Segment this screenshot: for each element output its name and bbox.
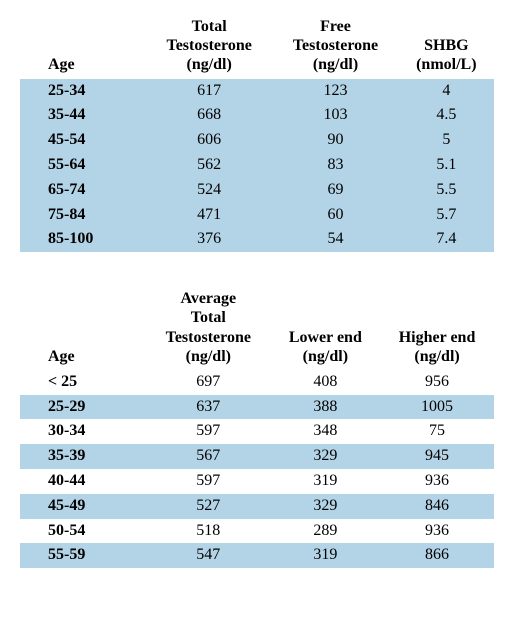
table-row: 50-54518289936 [20,519,494,544]
cell-age: 75-84 [20,203,146,228]
cell-higher: 866 [380,543,494,568]
cell-age: 50-54 [20,519,146,544]
cell-age: 35-44 [20,103,146,128]
cell-total: 606 [146,128,272,153]
table-row: 55-59547319866 [20,543,494,568]
testosterone-table-1: Age TotalTestosterone(ng/dl) FreeTestost… [20,15,494,252]
cell-shbg: 5.7 [399,203,494,228]
cell-lower: 289 [271,519,381,544]
cell-shbg: 7.4 [399,227,494,252]
table-row: 25-346171234 [20,79,494,104]
table-row: < 25697408956 [20,370,494,395]
cell-lower: 319 [271,543,381,568]
cell-avg: 697 [146,370,271,395]
cell-higher: 936 [380,469,494,494]
cell-shbg: 5 [399,128,494,153]
table-row: 45-49527329846 [20,494,494,519]
table-row: 40-44597319936 [20,469,494,494]
cell-shbg: 5.5 [399,178,494,203]
table-row: 25-296373881005 [20,395,494,420]
cell-total: 524 [146,178,272,203]
cell-avg: 518 [146,519,271,544]
cell-age: 45-54 [20,128,146,153]
cell-lower: 408 [271,370,381,395]
cell-total: 562 [146,153,272,178]
cell-age: 45-49 [20,494,146,519]
col-header-total: TotalTestosterone(ng/dl) [146,15,272,79]
cell-free: 123 [272,79,398,104]
cell-total: 376 [146,227,272,252]
cell-avg: 527 [146,494,271,519]
cell-lower: 388 [271,395,381,420]
col-header-lower: Lower end(ng/dl) [271,287,381,370]
cell-shbg: 4.5 [399,103,494,128]
cell-age: < 25 [20,370,146,395]
cell-age: 35-39 [20,444,146,469]
table-row: 35-39567329945 [20,444,494,469]
cell-shbg: 5.1 [399,153,494,178]
cell-higher: 936 [380,519,494,544]
col-header-avg: AverageTotalTestosterone(ng/dl) [146,287,271,370]
table-row: 45-54606905 [20,128,494,153]
cell-shbg: 4 [399,79,494,104]
table-row: 65-74524695.5 [20,178,494,203]
cell-lower: 319 [271,469,381,494]
col-header-free: FreeTestosterone(ng/dl) [272,15,398,79]
testosterone-table-2: Age AverageTotalTestosterone(ng/dl) Lowe… [20,287,494,568]
cell-age: 65-74 [20,178,146,203]
cell-free: 69 [272,178,398,203]
cell-age: 55-64 [20,153,146,178]
cell-avg: 597 [146,469,271,494]
cell-free: 83 [272,153,398,178]
cell-lower: 329 [271,494,381,519]
cell-age: 85-100 [20,227,146,252]
table-row: 35-446681034.5 [20,103,494,128]
cell-lower: 348 [271,419,381,444]
cell-age: 30-34 [20,419,146,444]
cell-total: 471 [146,203,272,228]
cell-avg: 597 [146,419,271,444]
cell-free: 90 [272,128,398,153]
col-header-shbg: SHBG(nmol/L) [399,15,494,79]
col-header-age: Age [20,15,146,79]
cell-lower: 329 [271,444,381,469]
cell-total: 617 [146,79,272,104]
cell-higher: 75 [380,419,494,444]
cell-age: 25-29 [20,395,146,420]
cell-age: 40-44 [20,469,146,494]
cell-free: 54 [272,227,398,252]
cell-avg: 637 [146,395,271,420]
cell-free: 60 [272,203,398,228]
cell-age: 25-34 [20,79,146,104]
col-header-age: Age [20,287,146,370]
cell-avg: 547 [146,543,271,568]
cell-higher: 846 [380,494,494,519]
cell-higher: 945 [380,444,494,469]
table-row: 55-64562835.1 [20,153,494,178]
cell-avg: 567 [146,444,271,469]
cell-higher: 956 [380,370,494,395]
cell-free: 103 [272,103,398,128]
table-row: 75-84471605.7 [20,203,494,228]
cell-total: 668 [146,103,272,128]
table-row: 30-3459734875 [20,419,494,444]
col-header-higher: Higher end(ng/dl) [380,287,494,370]
table-row: 85-100376547.4 [20,227,494,252]
cell-age: 55-59 [20,543,146,568]
cell-higher: 1005 [380,395,494,420]
